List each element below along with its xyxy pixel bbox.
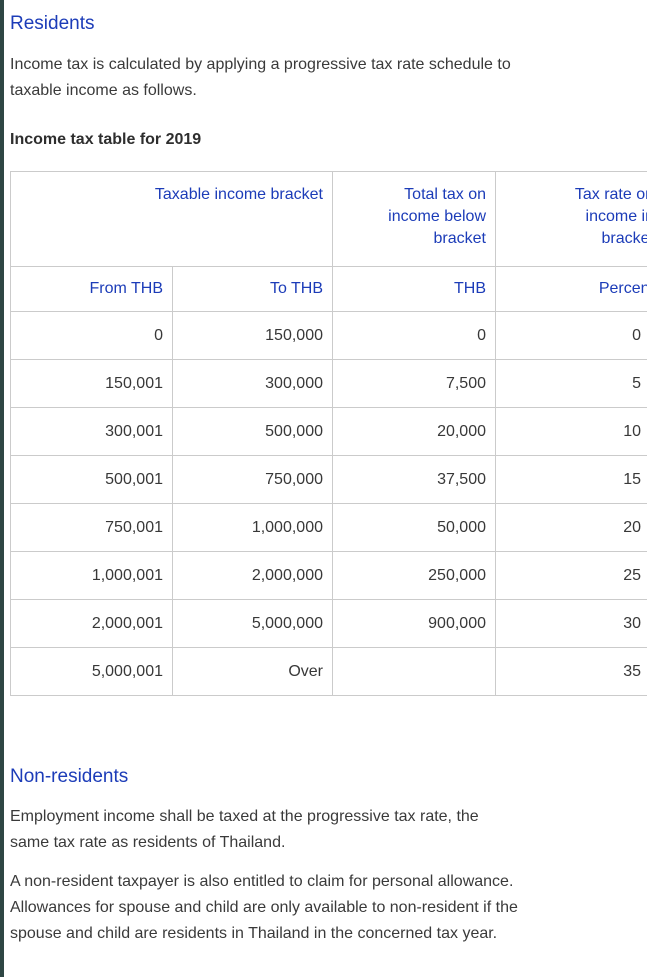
column-header-percent: Percent	[495, 266, 647, 312]
cell-tax-below: 250,000	[332, 551, 496, 600]
table-group-header-row: Taxable income bracket Total tax on inco…	[10, 171, 647, 267]
non-residents-heading: Non-residents	[10, 766, 129, 787]
cell-from: 500,001	[10, 455, 173, 504]
cell-to: 500,000	[172, 407, 333, 456]
table-row: 2,000,001 5,000,000 900,000 30	[10, 599, 647, 648]
cell-to: 150,000	[172, 311, 333, 360]
paragraph-line: spouse and child are residents in Thaila…	[10, 925, 498, 942]
cell-from: 150,001	[10, 359, 173, 408]
table-row: 5,000,001 Over 35	[10, 647, 647, 696]
column-group-tax-rate-in-bracket: Tax rate on income in bracket	[495, 171, 647, 267]
table-row: 0 150,000 0 0	[10, 311, 647, 360]
cell-from: 5,000,001	[10, 647, 173, 696]
paragraph-line: Employment income shall be taxed at the …	[10, 808, 479, 825]
cell-rate: 25	[495, 551, 647, 600]
cell-tax-below: 37,500	[332, 455, 496, 504]
cell-from: 1,000,001	[10, 551, 173, 600]
cell-rate: 30	[495, 599, 647, 648]
income-tax-table-title: Income tax table for 2019	[10, 131, 202, 148]
cell-rate: 20	[495, 503, 647, 552]
cell-rate: 5	[495, 359, 647, 408]
residents-intro-paragraph: Income tax is calculated by applying a p…	[10, 52, 647, 104]
cell-tax-below	[332, 647, 496, 696]
cell-to: 300,000	[172, 359, 333, 408]
income-tax-table: Taxable income bracket Total tax on inco…	[10, 171, 647, 696]
cell-tax-below: 900,000	[332, 599, 496, 648]
paragraph-line: Allowances for spouse and child are only…	[10, 899, 518, 916]
cell-rate: 15	[495, 455, 647, 504]
paragraph-line: A non-resident taxpayer is also entitled…	[10, 873, 514, 890]
cell-tax-below: 0	[332, 311, 496, 360]
cell-to: 1,000,000	[172, 503, 333, 552]
cell-to: 750,000	[172, 455, 333, 504]
paragraph-line: same tax rate as residents of Thailand.	[10, 834, 286, 851]
paragraph-line: taxable income as follows.	[10, 82, 197, 99]
residents-heading: Residents	[10, 13, 95, 34]
cell-to: 5,000,000	[172, 599, 333, 648]
non-residents-paragraph-2: A non-resident taxpayer is also entitled…	[10, 869, 647, 947]
table-row: 1,000,001 2,000,000 250,000 25	[10, 551, 647, 600]
table-row: 300,001 500,000 20,000 10	[10, 407, 647, 456]
cell-from: 0	[10, 311, 173, 360]
cell-tax-below: 20,000	[332, 407, 496, 456]
cell-rate: 0	[495, 311, 647, 360]
cell-from: 300,001	[10, 407, 173, 456]
cell-to: 2,000,000	[172, 551, 333, 600]
column-group-taxable-income-bracket: Taxable income bracket	[10, 171, 333, 267]
column-header-to-thb: To THB	[172, 266, 333, 312]
paragraph-line: Income tax is calculated by applying a p…	[10, 56, 511, 73]
column-header-from-thb: From THB	[10, 266, 173, 312]
column-header-thb: THB	[332, 266, 496, 312]
left-edge-border	[0, 0, 4, 977]
cell-rate: 35	[495, 647, 647, 696]
cell-rate: 10	[495, 407, 647, 456]
column-group-total-tax-below-bracket: Total tax on income below bracket	[332, 171, 496, 267]
table-row: 500,001 750,000 37,500 15	[10, 455, 647, 504]
table-sub-header-row: From THB To THB THB Percent	[10, 266, 647, 312]
table-row: 750,001 1,000,000 50,000 20	[10, 503, 647, 552]
cell-from: 2,000,001	[10, 599, 173, 648]
non-residents-paragraph-1: Employment income shall be taxed at the …	[10, 804, 647, 856]
cell-from: 750,001	[10, 503, 173, 552]
cell-tax-below: 7,500	[332, 359, 496, 408]
cell-tax-below: 50,000	[332, 503, 496, 552]
document-content: Residents Income tax is calculated by ap…	[10, 13, 647, 947]
table-row: 150,001 300,000 7,500 5	[10, 359, 647, 408]
cell-to: Over	[172, 647, 333, 696]
